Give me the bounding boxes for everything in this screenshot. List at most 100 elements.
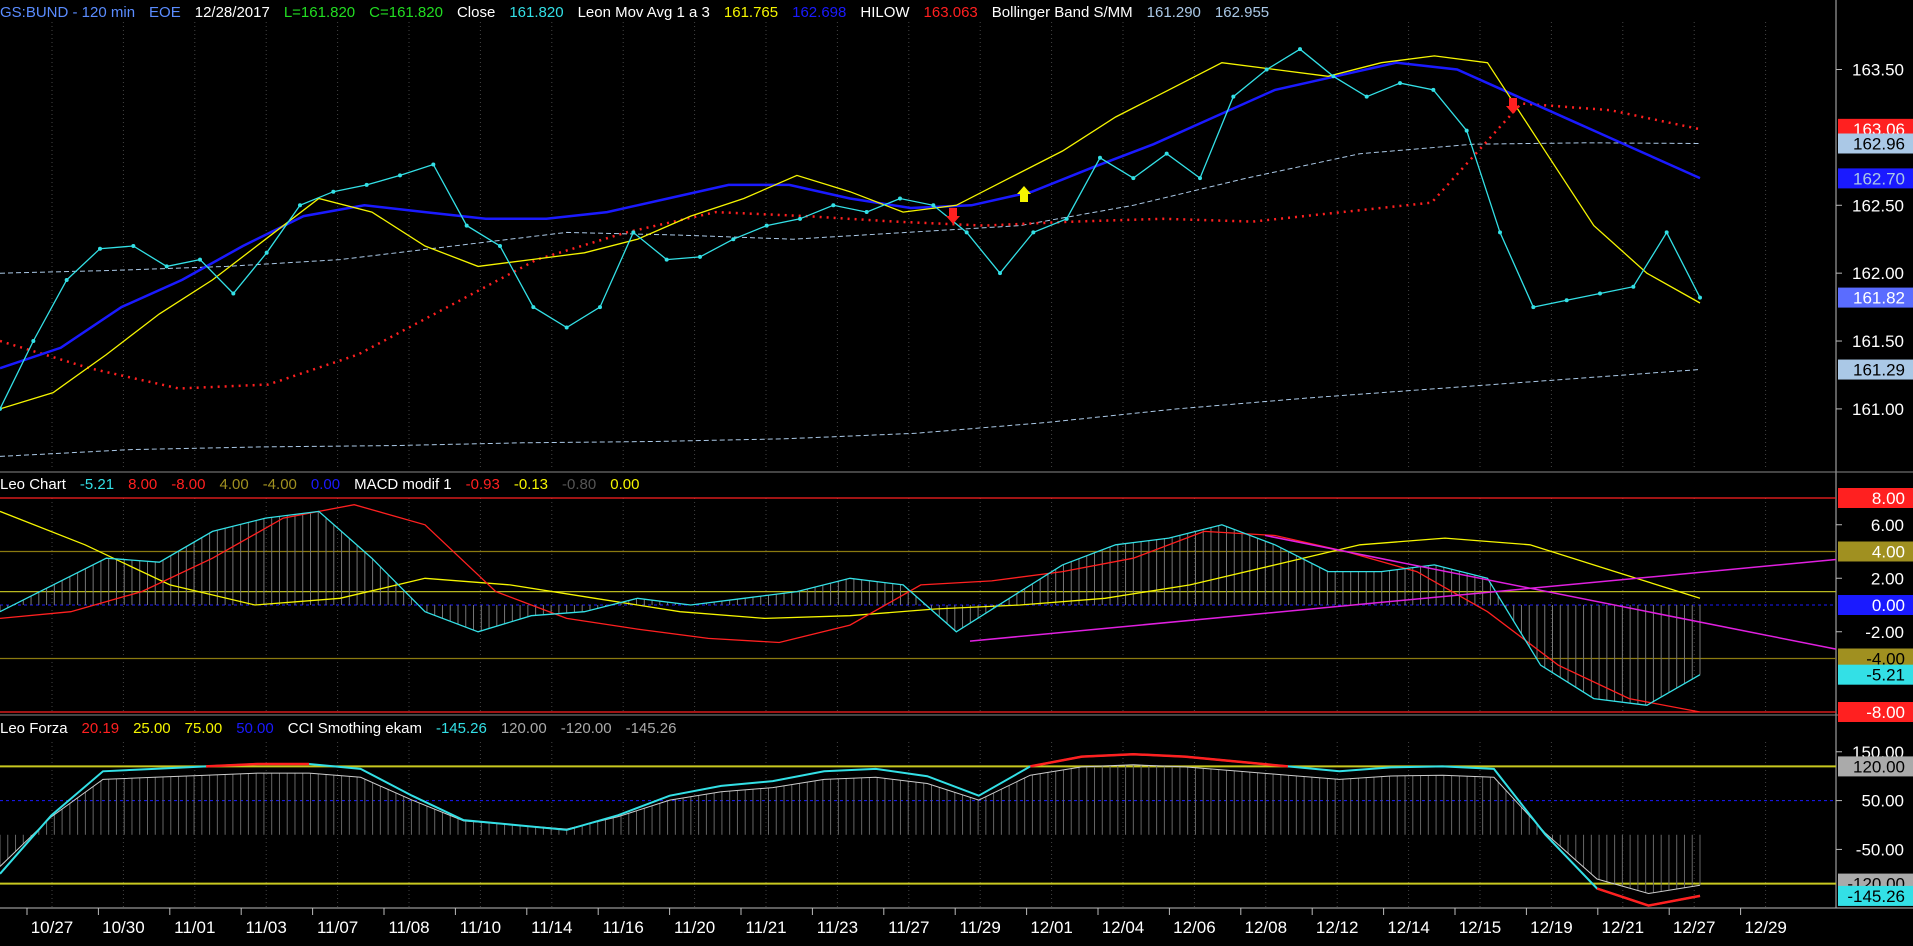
series-line bbox=[0, 55, 1701, 410]
main-legend: GS:BUND - 120 min EOE 12/28/2017 L=161.820 C… bbox=[0, 4, 1283, 22]
legend-item: EOE bbox=[149, 4, 181, 21]
legend-item: 75.00 bbox=[184, 720, 223, 737]
legend-item: -0.80 bbox=[562, 476, 597, 493]
price-tag-label: -8.00 bbox=[1866, 703, 1905, 722]
close-point bbox=[1164, 151, 1169, 156]
price-tag-label: 161.82 bbox=[1853, 289, 1905, 308]
y-tick-label: 2.00 bbox=[1871, 569, 1904, 588]
close-point bbox=[1331, 74, 1336, 79]
legend-item: 163.063 bbox=[923, 4, 978, 21]
series-line bbox=[0, 369, 1701, 457]
series-line bbox=[0, 504, 1701, 713]
legend-item: 25.00 bbox=[133, 720, 171, 737]
series-line bbox=[0, 61, 1701, 370]
close-point bbox=[1098, 155, 1102, 160]
y-tick-label: -50.00 bbox=[1856, 840, 1904, 859]
price-tag-label: -145.26 bbox=[1847, 887, 1905, 906]
legend-item: 8.00 bbox=[128, 476, 158, 493]
legend-item: 4.00 bbox=[219, 476, 249, 493]
price-tag-label: -4.00 bbox=[1866, 650, 1905, 669]
x-tick-label: 12/19 bbox=[1530, 918, 1573, 937]
x-tick-label: 12/06 bbox=[1173, 918, 1216, 937]
signal-arrow-icon bbox=[1506, 98, 1520, 114]
price-tag-bg bbox=[1838, 702, 1913, 722]
legend-item: 0.00 bbox=[310, 476, 341, 493]
x-tick-label: 12/04 bbox=[1102, 918, 1145, 937]
close-point bbox=[0, 406, 2, 411]
price-tag-bg bbox=[1838, 885, 1913, 906]
legend-item: 162.698 bbox=[792, 4, 847, 21]
close-point bbox=[364, 182, 369, 187]
close-point bbox=[631, 230, 636, 235]
x-tick-label: 10/27 bbox=[31, 918, 74, 937]
legend-item: 50.00 bbox=[236, 720, 274, 737]
x-tick-label: 12/27 bbox=[1673, 918, 1716, 937]
legend-item: -145.26 bbox=[625, 720, 677, 737]
legend-item: -5.21 bbox=[79, 476, 115, 493]
x-tick-label: 12/21 bbox=[1602, 918, 1645, 937]
legend-item: CCI Smothing ekam bbox=[287, 720, 422, 737]
x-tick-label: 11/16 bbox=[603, 918, 644, 937]
close-point bbox=[131, 244, 136, 248]
x-tick-label: 12/14 bbox=[1387, 918, 1430, 937]
y-tick-label: 163.50 bbox=[1852, 61, 1904, 80]
macd-legend: Leo Chart -5.21 8.00 -8.00 4.00 -4.00 0.00 MACD… bbox=[0, 476, 653, 494]
legend-item: -0.93 bbox=[465, 476, 500, 493]
close-point bbox=[1198, 176, 1202, 181]
legend-item: 161.765 bbox=[723, 4, 779, 21]
close-point bbox=[31, 339, 36, 344]
trendline bbox=[1264, 534, 1837, 650]
x-tick-label: 12/12 bbox=[1316, 918, 1359, 937]
close-point bbox=[1631, 284, 1636, 289]
close-point bbox=[431, 162, 436, 167]
legend-item: GS:BUND - 120 min bbox=[0, 4, 136, 21]
y-tick-label: 162.50 bbox=[1852, 196, 1904, 215]
y-tick-label: 6.00 bbox=[1871, 516, 1904, 535]
x-tick-label: 11/29 bbox=[960, 918, 1001, 937]
series-line bbox=[0, 764, 1701, 895]
signal-arrow-icon bbox=[946, 208, 960, 224]
legend-item: 20.19 bbox=[81, 720, 120, 737]
x-tick-label: 11/27 bbox=[888, 918, 929, 937]
price-tag-bg bbox=[1838, 664, 1913, 685]
price-tag-bg bbox=[1838, 287, 1913, 308]
x-tick-label: 11/07 bbox=[317, 918, 358, 937]
price-tag-label: 4.00 bbox=[1872, 543, 1905, 562]
legend-item: HILOW bbox=[860, 4, 910, 21]
close-point bbox=[998, 271, 1002, 276]
legend-item: Leo Forza bbox=[0, 720, 68, 737]
trendline bbox=[969, 558, 1837, 642]
close-point bbox=[1364, 94, 1369, 99]
close-point bbox=[798, 216, 802, 221]
close-point bbox=[1031, 230, 1036, 235]
close-point bbox=[331, 189, 336, 194]
close-point bbox=[1231, 94, 1236, 99]
signal-arrow-icon bbox=[1017, 186, 1031, 202]
legend-item: Leon Mov Avg 1 a 3 bbox=[577, 4, 710, 21]
x-tick-label: 11/14 bbox=[531, 918, 572, 937]
x-tick-label: 12/29 bbox=[1744, 918, 1787, 937]
close-point bbox=[531, 305, 536, 310]
legend-item: 120.00 bbox=[500, 720, 547, 737]
close-point bbox=[1664, 230, 1669, 235]
close-point bbox=[298, 203, 302, 208]
series-line bbox=[0, 102, 1701, 390]
legend-item: 162.955 bbox=[1214, 4, 1270, 21]
x-tick-label: 11/23 bbox=[817, 918, 858, 937]
legend-item: Bollinger Band S/MM bbox=[991, 4, 1133, 21]
x-tick-label: 11/08 bbox=[388, 918, 429, 937]
price-tag-bg bbox=[1838, 595, 1913, 615]
close-point bbox=[98, 246, 102, 251]
price-tag-bg bbox=[1838, 488, 1913, 508]
close-point bbox=[464, 223, 469, 228]
series-line bbox=[0, 510, 1701, 706]
price-tag-bg bbox=[1838, 168, 1913, 189]
close-point bbox=[1564, 298, 1569, 303]
legend-item: Close bbox=[456, 4, 496, 21]
legend-item: MACD modif 1 bbox=[354, 476, 452, 493]
price-tag-bg bbox=[1838, 133, 1913, 154]
close-point bbox=[664, 257, 669, 262]
cci-legend: Leo Forza 20.19 25.00 75.00 50.00 CCI Smothin… bbox=[0, 720, 690, 738]
close-point bbox=[598, 305, 602, 310]
